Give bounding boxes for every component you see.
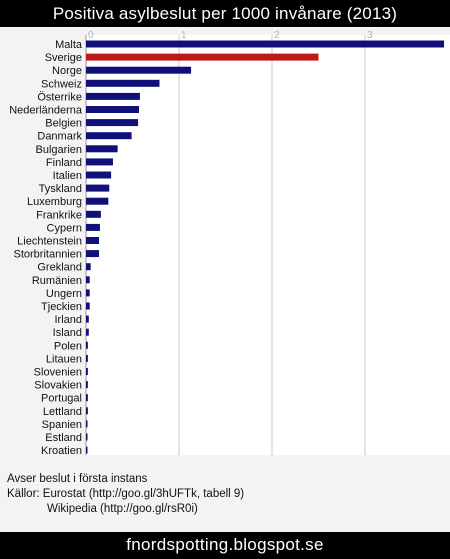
x-tick-label: 3 <box>367 30 373 41</box>
bar <box>86 223 100 231</box>
category-label: Rumänien <box>32 275 82 287</box>
bar <box>86 158 113 166</box>
bar <box>86 433 88 441</box>
category-label: Finland <box>46 157 82 169</box>
bar <box>86 53 319 61</box>
category-label: Portugal <box>41 393 82 405</box>
bar <box>86 237 100 244</box>
category-label: Slovenien <box>34 367 82 379</box>
category-label: Estland <box>45 432 82 444</box>
category-label: Spanien <box>42 419 82 431</box>
bar <box>86 354 88 362</box>
chart-title: Positiva asylbeslut per 1000 invånare (2… <box>0 0 450 27</box>
category-label: Irland <box>54 314 82 326</box>
bar <box>86 66 192 74</box>
category-label: Österrike <box>37 91 82 103</box>
category-label: Liechtenstein <box>17 236 82 248</box>
bar <box>86 40 445 48</box>
category-label: Polen <box>54 340 82 352</box>
category-label: Malta <box>55 39 83 51</box>
plot-area <box>86 35 450 455</box>
bar <box>86 79 160 87</box>
category-label: Belgien <box>45 118 82 130</box>
source-notes: Avser beslut i första instans Källor: Eu… <box>7 472 244 517</box>
bar <box>86 210 101 218</box>
category-label: Cypern <box>47 222 82 234</box>
x-tick-label: 1 <box>181 30 187 41</box>
bar <box>86 446 88 454</box>
category-label: Bulgarien <box>36 144 82 156</box>
note-source-eurostat: Källor: Eurostat (http://goo.gl/3hUFTk, … <box>7 488 245 500</box>
category-label: Storbritannien <box>14 249 83 261</box>
category-label: Kroatien <box>41 445 82 457</box>
bar <box>86 171 112 179</box>
bar <box>86 302 90 310</box>
bar <box>86 341 88 349</box>
bar <box>86 368 88 375</box>
bar <box>86 394 88 402</box>
category-label: Luxemburg <box>27 196 82 208</box>
bar <box>86 381 88 389</box>
bar <box>86 119 139 127</box>
bar <box>86 263 91 271</box>
category-label: Danmark <box>37 131 82 143</box>
category-label: Frankrike <box>36 209 82 221</box>
bar <box>86 132 132 140</box>
bar <box>86 328 89 336</box>
category-label: Norge <box>52 65 82 77</box>
bar <box>86 315 89 323</box>
category-label: Lettland <box>43 406 82 418</box>
category-label: Tjeckien <box>41 301 82 313</box>
category-label: Grekland <box>37 262 82 274</box>
category-label: Island <box>53 327 82 339</box>
footer-site-name: fnordspotting.blogspot.se <box>0 532 450 559</box>
bar <box>86 145 118 153</box>
category-label: Schweiz <box>41 78 82 90</box>
category-label: Sverige <box>45 52 82 64</box>
bar <box>86 289 90 297</box>
x-tick-label: 2 <box>274 30 280 41</box>
bar <box>86 250 100 258</box>
bar <box>86 184 110 192</box>
category-label: Slovakien <box>34 380 82 392</box>
category-label: Nederländerna <box>9 105 83 117</box>
category-label: Litauen <box>46 353 82 365</box>
category-label: Ungern <box>46 288 82 300</box>
bar <box>86 92 140 100</box>
note-scope: Avser beslut i första instans <box>7 473 148 485</box>
bar <box>86 106 140 113</box>
bar <box>86 420 88 428</box>
bar <box>86 407 88 415</box>
bar <box>86 197 109 205</box>
bar <box>86 276 90 284</box>
note-source-wikipedia: Wikipedia (http://goo.gl/rsR0i) <box>47 503 198 515</box>
category-label: Italien <box>53 170 82 182</box>
x-tick-label: 0 <box>88 30 94 41</box>
category-label: Tyskland <box>39 183 82 195</box>
